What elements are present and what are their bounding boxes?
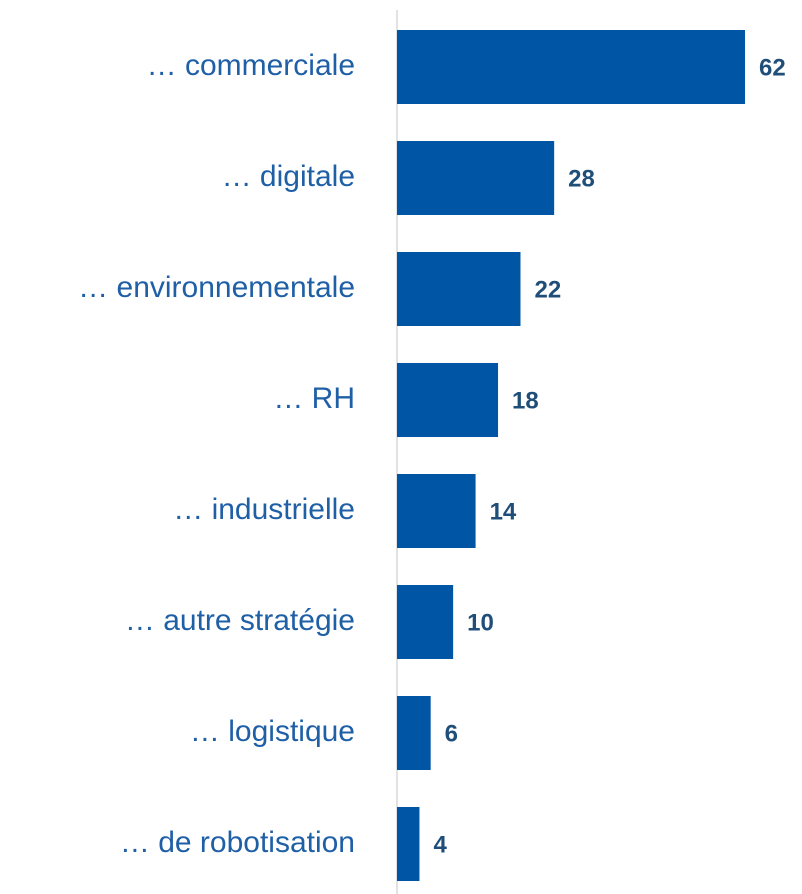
value-label: 28 bbox=[568, 165, 595, 192]
bar bbox=[397, 141, 555, 215]
value-label: 14 bbox=[490, 498, 517, 525]
category-label: … digitale bbox=[222, 160, 355, 193]
bar bbox=[397, 252, 521, 326]
category-label: … industrielle bbox=[173, 493, 355, 526]
bar bbox=[397, 30, 745, 104]
value-label: 62 bbox=[759, 54, 786, 81]
bar bbox=[397, 474, 476, 548]
value-label: 22 bbox=[534, 276, 561, 303]
value-label: 10 bbox=[467, 609, 494, 636]
category-label: … de robotisation bbox=[120, 826, 355, 859]
category-label: … RH bbox=[273, 382, 355, 415]
category-label: … commerciale bbox=[147, 49, 355, 82]
value-label: 18 bbox=[512, 387, 539, 414]
category-label: … logistique bbox=[190, 715, 355, 748]
category-label: … autre stratégie bbox=[125, 604, 355, 637]
bar bbox=[397, 585, 454, 659]
bar bbox=[397, 696, 431, 770]
value-label: 4 bbox=[433, 831, 447, 858]
category-label: … environnementale bbox=[78, 271, 355, 304]
bar bbox=[397, 363, 499, 437]
bar bbox=[397, 807, 420, 881]
value-label: 6 bbox=[445, 720, 458, 747]
